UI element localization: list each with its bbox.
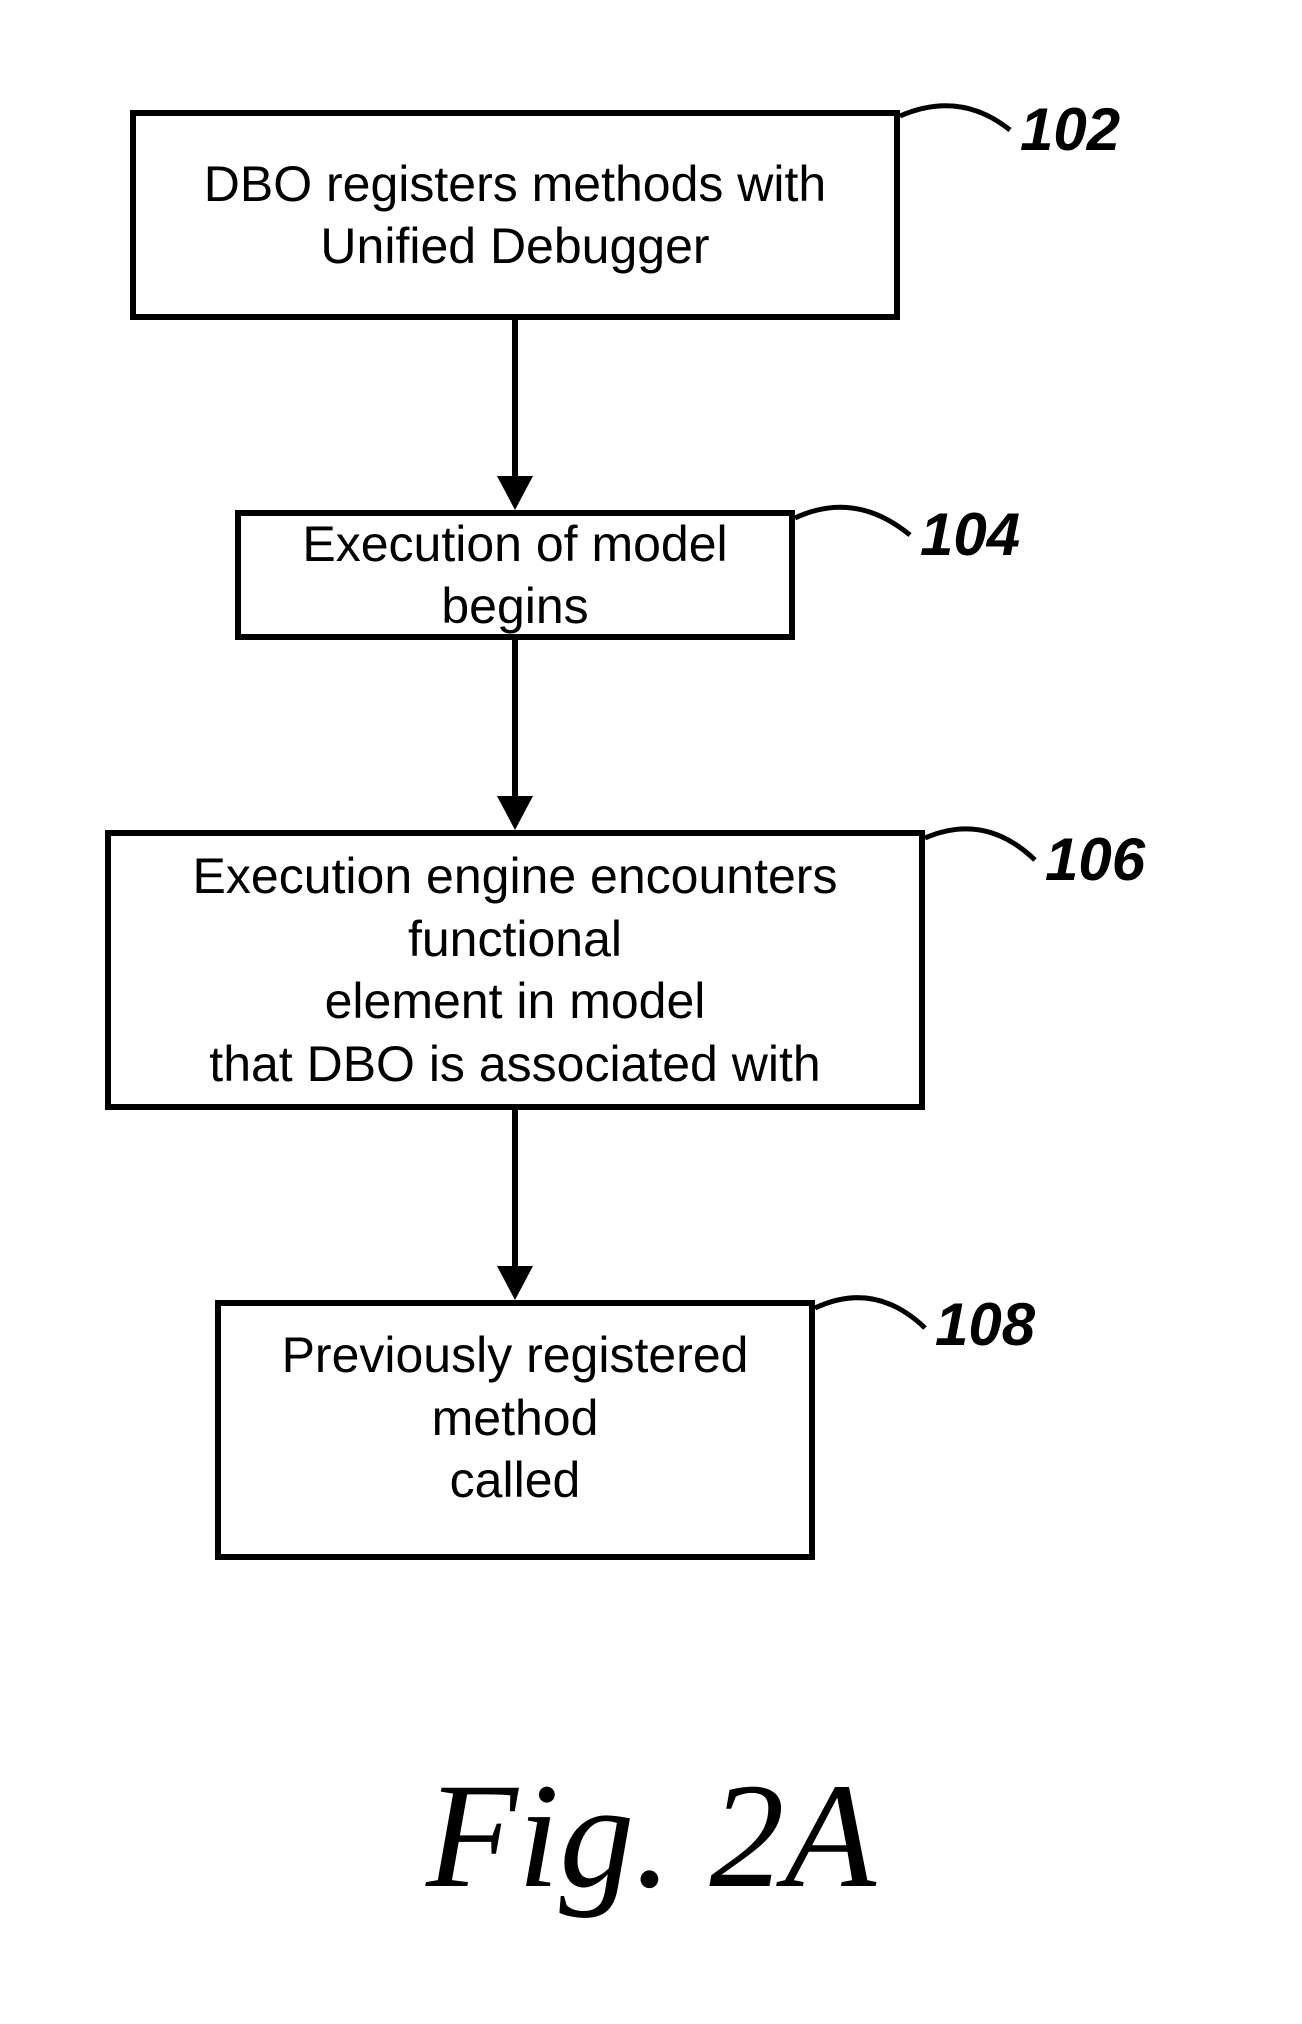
flow-step-106: Execution engine encounters functionalel… [105,830,925,1110]
ref-106: 106 [1045,825,1145,894]
ref-104: 104 [920,500,1020,569]
ref-102: 102 [1020,95,1120,164]
flow-step-108-text: Previously registered methodcalled [221,1306,809,1512]
flow-step-108: Previously registered methodcalled [215,1300,815,1560]
flow-step-102-text: DBO registers methods withUnified Debugg… [136,153,894,278]
figure-caption: Fig. 2A [0,1750,1302,1922]
ref-108: 108 [935,1290,1035,1359]
flow-step-102: DBO registers methods withUnified Debugg… [130,110,900,320]
flow-step-104-text: Execution of model begins [241,513,789,638]
flow-step-106-text: Execution engine encounters functionalel… [111,845,919,1095]
flow-step-104: Execution of model begins [235,510,795,640]
